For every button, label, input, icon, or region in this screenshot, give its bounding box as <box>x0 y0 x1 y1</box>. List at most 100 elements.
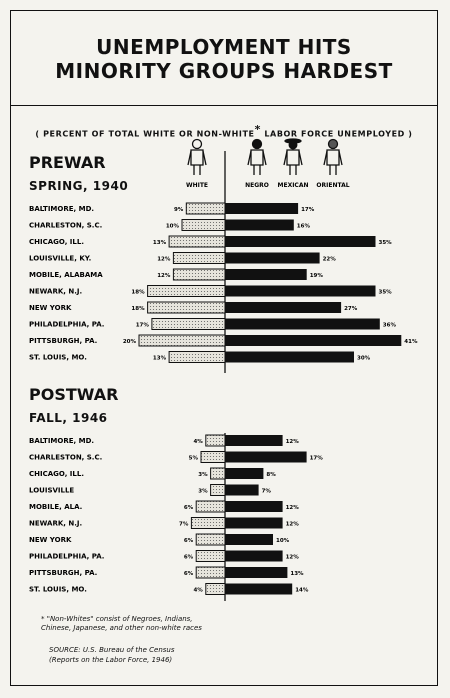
prewar-nonwhite-bar <box>225 285 376 297</box>
postwar-category-label: BALTIMORE, MD. <box>29 437 94 445</box>
prewar-category-label: MOBILE, ALABAMA <box>29 271 103 279</box>
postwar-white-bar <box>195 500 226 513</box>
postwar-nonwhite-value-label: 12% <box>286 505 300 511</box>
chart-subtitle: ( PERCENT OF TOTAL WHITE OR NON-WHITE* L… <box>11 123 437 139</box>
legend-oriental-label: ORIENTAL <box>316 182 349 189</box>
chart-title-line-1: UNEMPLOYMENT HITS <box>96 35 352 59</box>
legend-oriental: ORIENTAL <box>316 138 350 189</box>
postwar-category-label: PHILADELPHIA, PA. <box>29 553 104 561</box>
header-box: UNEMPLOYMENT HITS MINORITY GROUPS HARDES… <box>11 11 437 106</box>
postwar-title: POSTWAR <box>29 385 119 404</box>
prewar-nonwhite-value-label: 22% <box>323 257 337 263</box>
source-note: SOURCE: U.S. Bureau of the Census (Repor… <box>49 645 349 665</box>
prewar-nonwhite-value-label: 17% <box>301 207 315 213</box>
postwar-white-bar <box>190 517 226 529</box>
postwar-white-bar <box>195 533 226 546</box>
postwar-category-label: CHICAGO, ILL. <box>29 470 84 478</box>
prewar-white-bar <box>147 301 226 314</box>
postwar-category-label: PITTSBURGH, PA. <box>29 569 97 577</box>
prewar-nonwhite-bar <box>225 351 354 363</box>
person-icon <box>187 138 207 175</box>
postwar-white-value-label: 6% <box>184 538 194 544</box>
postwar-white-value-label: 4% <box>193 439 203 445</box>
postwar-nonwhite-bar <box>225 468 264 479</box>
prewar-nonwhite-value-label: 19% <box>310 273 324 279</box>
prewar-nonwhite-value-label: 35% <box>379 290 393 296</box>
postwar-nonwhite-value-label: 12% <box>286 522 300 528</box>
postwar-category-label: NEW YORK <box>29 536 72 544</box>
postwar-white-value-label: 4% <box>193 588 203 594</box>
prewar-nonwhite-value-label: 27% <box>344 306 358 312</box>
footnote-line-1: * "Non-Whites" consist of Negroes, India… <box>41 615 193 623</box>
postwar-white-value-label: 3% <box>198 489 208 495</box>
prewar-bars: BALTIMORE, MD. 9% 17% CHARLESTON, S.C. 10% 16… <box>29 202 418 363</box>
prewar-white-value-label: 13% <box>153 240 167 246</box>
prewar-white-value-label: 20% <box>123 339 137 345</box>
legend-mexican-label: MEXICAN <box>278 182 309 189</box>
prewar-title: PREWAR <box>29 153 106 172</box>
postwar-white-bar <box>205 583 226 595</box>
postwar-nonwhite-bar <box>225 567 288 578</box>
postwar-nonwhite-bar <box>225 435 283 446</box>
postwar-nonwhite-bar <box>225 517 283 529</box>
prewar-white-bar <box>172 252 226 264</box>
legend-white-label: WHITE <box>186 182 208 189</box>
poster-frame: UNEMPLOYMENT HITS MINORITY GROUPS HARDES… <box>10 10 438 686</box>
prewar-nonwhite-value-label: 41% <box>404 339 418 345</box>
postwar-white-value-label: 6% <box>184 505 194 511</box>
prewar-nonwhite-value-label: 36% <box>383 323 397 329</box>
prewar-nonwhite-value-label: 35% <box>379 240 393 246</box>
postwar-bars: BALTIMORE, MD. 4% 12% CHARLESTON, S.C. 5% 17%… <box>29 434 324 595</box>
postwar-white-value-label: 6% <box>184 571 194 577</box>
prewar-nonwhite-bar <box>225 219 294 231</box>
chart-title-line-2: MINORITY GROUPS HARDEST <box>55 59 393 83</box>
prewar-white-value-label: 12% <box>157 273 171 279</box>
postwar-category-label: NEWARK, N.J. <box>29 520 82 528</box>
legend-negro: NEGRO <box>245 138 269 189</box>
prewar-nonwhite-bar <box>225 203 299 214</box>
prewar-nonwhite-bar <box>225 318 380 330</box>
postwar-nonwhite-bar <box>225 534 273 545</box>
postwar-white-value-label: 6% <box>184 555 194 561</box>
postwar-white-bar <box>195 550 226 562</box>
postwar-nonwhite-bar <box>225 484 259 496</box>
postwar-nonwhite-value-label: 17% <box>310 456 324 462</box>
postwar-nonwhite-value-label: 12% <box>286 555 300 561</box>
subtitle-text-post: LABOR FORCE UNEMPLOYED ) <box>264 129 413 139</box>
prewar-category-label: NEWARK, N.J. <box>29 288 82 296</box>
postwar-nonwhite-bar <box>225 583 293 595</box>
subtitle-asterisk: * <box>254 123 261 136</box>
prewar-category-label: ST. LOUIS, MO. <box>29 354 87 362</box>
postwar-white-value-label: 3% <box>198 472 208 478</box>
prewar-category-label: LOUISVILLE, KY. <box>29 255 91 263</box>
postwar-nonwhite-bar <box>225 451 307 463</box>
prewar-category-label: CHARLESTON, S.C. <box>29 222 102 230</box>
legend-negro-label: NEGRO <box>245 182 269 189</box>
prewar-white-bar <box>147 285 226 297</box>
postwar-white-bar <box>200 451 226 463</box>
footnote: * "Non-Whites" consist of Negroes, India… <box>41 615 341 633</box>
postwar-nonwhite-value-label: 8% <box>266 472 276 478</box>
prewar-category-label: PHILADELPHIA, PA. <box>29 321 104 329</box>
postwar-white-bar <box>210 484 226 496</box>
prewar-nonwhite-value-label: 30% <box>357 356 371 362</box>
prewar-nonwhite-bar <box>225 252 320 264</box>
prewar-white-bar <box>168 235 226 248</box>
person-icon <box>247 138 267 175</box>
postwar-white-value-label: 5% <box>189 456 199 462</box>
prewar-white-bar <box>172 268 226 281</box>
prewar-white-bar <box>168 351 226 363</box>
prewar-nonwhite-bar <box>225 335 402 346</box>
prewar-white-bar <box>138 334 226 347</box>
legend-mexican: MEXICAN <box>278 138 309 189</box>
prewar-nonwhite-bar <box>225 236 376 247</box>
prewar-white-value-label: 12% <box>157 257 171 263</box>
source-line-1: SOURCE: U.S. Bureau of the Census <box>49 646 175 654</box>
prewar-white-bar <box>181 219 226 231</box>
postwar-white-bar <box>205 434 226 447</box>
postwar-nonwhite-value-label: 7% <box>262 489 272 495</box>
prewar-category-label: CHICAGO, ILL. <box>29 238 84 246</box>
prewar-white-value-label: 18% <box>131 306 145 312</box>
prewar-nonwhite-bar <box>225 269 307 280</box>
postwar-subtitle: FALL, 1946 <box>29 411 108 425</box>
